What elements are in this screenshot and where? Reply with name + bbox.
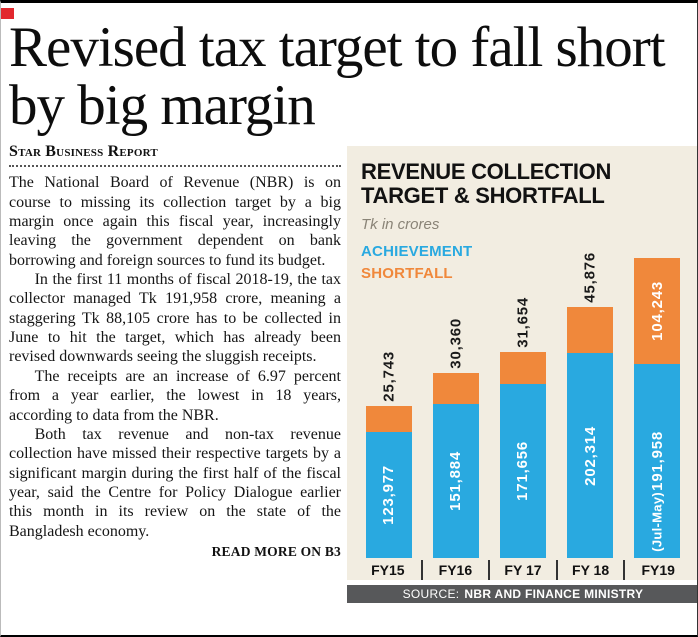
article-column: Star Business Report The National Board …	[9, 141, 341, 603]
source-label: SOURCE:	[402, 587, 460, 602]
achievement-value-label: 171,656	[514, 441, 532, 502]
article-paragraph: The National Board of Revenue (NBR) is o…	[9, 174, 341, 269]
bar-column: 45,876 202,314	[557, 252, 624, 559]
achievement-value-label: 202,314	[581, 425, 599, 486]
chart-title: REVENUE COLLECTION TARGET & SHORTFALL	[361, 160, 611, 208]
shortfall-segment	[499, 352, 546, 385]
achievement-segment: 151,884	[432, 404, 479, 559]
chart-subtitle: Tk in crores	[361, 216, 440, 234]
bar-column: 31,654 171,656	[489, 258, 556, 559]
chart-legend: ACHIEVEMENT SHORTFALL	[361, 241, 472, 285]
achievement-value-label: 191,958	[648, 431, 666, 492]
shortfall-value-label: 30,360	[447, 317, 465, 369]
legend-item: SHORTFALL	[361, 265, 453, 283]
legend-item: ACHIEVEMENT	[361, 243, 473, 261]
shortfall-segment	[365, 406, 412, 433]
article-paragraph: The receipts are an increase of 6.97 per…	[9, 367, 341, 424]
x-axis-label: FY16	[420, 560, 489, 581]
read-more: READ MORE ON B3	[211, 544, 341, 560]
bar-column: 25,743 123,977	[355, 258, 422, 559]
shortfall-segment	[432, 373, 479, 405]
achievement-segment: 123,977	[365, 432, 412, 559]
revenue-chart: REVENUE COLLECTION TARGET & SHORTFALL Tk…	[347, 146, 697, 581]
byline: Star Business Report	[9, 143, 158, 161]
x-axis-label: FY 17	[488, 560, 556, 581]
shortfall-value-label: 104,243	[648, 281, 666, 342]
achievement-segment: 171,656	[499, 384, 546, 559]
article-paragraph: Both tax revenue and non-tax revenue col…	[9, 425, 341, 540]
shortfall-segment	[567, 307, 614, 354]
chart-column: REVENUE COLLECTION TARGET & SHORTFALL Tk…	[347, 141, 697, 604]
headline: Revised tax target to fall short by big …	[9, 16, 666, 138]
x-axis-label: FY 18	[555, 560, 624, 581]
corner-accent	[1, 8, 14, 19]
bars: 25,743 123,977 30,360 151,884 31,654 171,656 4…	[355, 252, 691, 559]
x-axis-label: FY15	[371, 562, 405, 579]
achievement-segment: 202,314	[567, 353, 614, 559]
source-value: NBR AND FINANCE MINISTRY	[464, 587, 644, 602]
stacked-bar: 123,977	[365, 406, 412, 559]
shortfall-segment: 104,243	[634, 258, 681, 365]
shortfall-value-label: 25,743	[380, 350, 398, 402]
article-paragraph: In the first 11 months of fiscal 2018-19…	[9, 271, 341, 366]
x-axis-label: FY19	[623, 560, 691, 581]
shortfall-value-label: 31,654	[514, 296, 532, 348]
stacked-bar: 104,243 191,958 (Jul-May)	[634, 258, 681, 559]
shortfall-value-label: 45,876	[581, 251, 599, 303]
x-axis-labels: FY15 FY16 FY 17 FY 18 FY19	[355, 560, 691, 581]
dotted-rule	[9, 165, 341, 168]
content-row: Star Business Report The National Board …	[1, 141, 697, 604]
achievement-value-label: 123,977	[380, 465, 398, 526]
bar-note-label: (Jul-May)	[649, 492, 665, 553]
chart-title-line1: REVENUE COLLECTION	[361, 159, 612, 185]
stacked-bar: 171,656	[499, 352, 546, 559]
article-body: The National Board of Revenue (NBR) is o…	[9, 173, 341, 541]
bar-column: 104,243 191,958 (Jul-May)	[624, 258, 691, 559]
stacked-bar: 151,884	[432, 373, 479, 559]
source-bar: SOURCE: NBR AND FINANCE MINISTRY	[347, 585, 697, 604]
achievement-value-label: 151,884	[447, 451, 465, 512]
chart-title-line2: TARGET & SHORTFALL	[361, 183, 605, 208]
stacked-bar: 202,314	[567, 307, 614, 559]
achievement-segment: 191,958 (Jul-May)	[634, 364, 681, 559]
bar-column: 30,360 151,884	[422, 258, 489, 559]
